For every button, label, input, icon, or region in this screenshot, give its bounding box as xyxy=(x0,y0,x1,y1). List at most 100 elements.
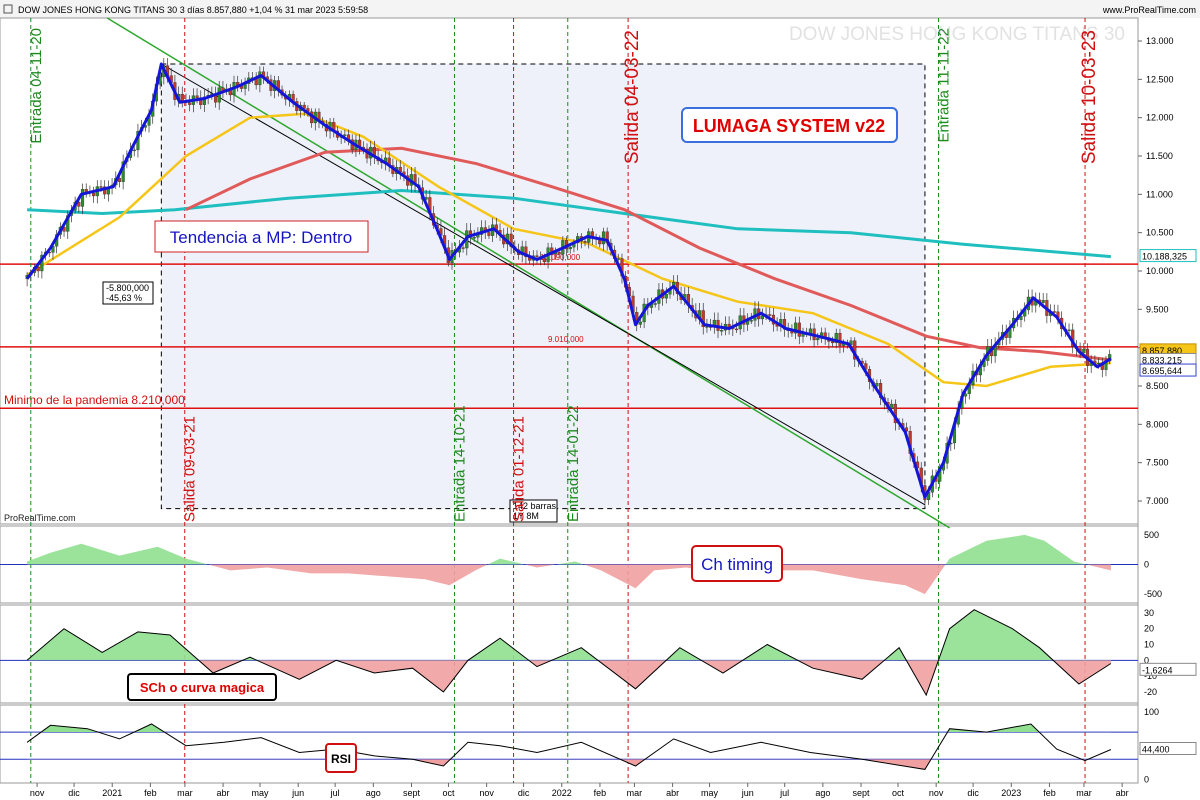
measure-bars: 142 barras xyxy=(513,501,557,511)
x-tick-label: 2023 xyxy=(1001,788,1021,798)
black-trendline xyxy=(161,63,926,506)
rsi-label: RSI xyxy=(331,752,351,766)
candle-body xyxy=(583,241,587,243)
trend-badge xyxy=(154,220,369,253)
candle-body xyxy=(701,310,705,328)
ch-badge xyxy=(691,545,783,582)
candle-body xyxy=(664,293,668,299)
ch-area-negative xyxy=(27,564,1111,595)
trend-label: Tendencia a MP: Dentro xyxy=(170,228,352,247)
signal-label-5: Salida 04-03-22 xyxy=(622,30,643,164)
ma-yellow-line xyxy=(26,112,1111,388)
candle-body xyxy=(768,314,772,316)
price-tick-label: 8.000 xyxy=(1146,419,1169,429)
x-tick-label: nov xyxy=(30,788,45,798)
candle-body xyxy=(749,320,753,322)
level-10090-label: 10.090,000 xyxy=(540,253,581,262)
candle-body xyxy=(92,192,96,197)
candle-body xyxy=(132,149,136,152)
x-tick-label: jul xyxy=(330,788,340,798)
chart-title: DOW JONES HONG KONG TITANS 30 3 días 8.8… xyxy=(18,5,368,15)
sch-tick-label: 30 xyxy=(1144,608,1154,618)
chart-type-icon xyxy=(3,4,13,14)
sch-last-label: -1,6264 xyxy=(1142,665,1173,675)
x-tick-label: may xyxy=(252,788,270,798)
green-trendline xyxy=(106,17,950,529)
rsi-last-label: 44,400 xyxy=(1142,744,1170,754)
price-tick-label: 9.500 xyxy=(1146,304,1169,314)
measure-span: 1Y 8M xyxy=(513,511,539,521)
candle-body xyxy=(653,303,657,305)
x-tick-label: feb xyxy=(144,788,157,798)
candle-body xyxy=(875,383,879,387)
ch-tick-label: 0 xyxy=(1144,560,1149,570)
price-tick-label: 12.500 xyxy=(1146,74,1174,84)
site-url: www.ProRealTime.com xyxy=(1102,5,1196,15)
price-line-blue xyxy=(25,62,1112,499)
ma-cyan-line xyxy=(27,188,1112,259)
x-tick-label: ago xyxy=(366,788,381,798)
candle-body xyxy=(80,189,85,207)
last-price-label: 8.857,880 xyxy=(1142,346,1182,356)
rsi-last-box xyxy=(1139,741,1197,755)
x-tick-label: mar xyxy=(1076,788,1092,798)
price-tick-label: 12.000 xyxy=(1146,113,1174,123)
ch-label: Ch timing xyxy=(701,555,773,574)
signal-label-4: Entrada 14-01-22 xyxy=(565,405,582,522)
rsi-overbought-fill xyxy=(27,724,1111,733)
candle-body xyxy=(760,315,764,320)
x-tick-label: 2022 xyxy=(552,788,572,798)
sch-area-positive xyxy=(27,609,1111,661)
sch-badge xyxy=(127,673,277,701)
signal-label-0: Entrada 04-11-20 xyxy=(28,28,45,144)
measure-pct: -45,63 % xyxy=(106,293,142,303)
system-badge xyxy=(681,107,898,143)
candle-body xyxy=(1067,329,1071,332)
ma1-value-label: 8.833,215 xyxy=(1142,355,1182,365)
candle-body xyxy=(720,330,724,332)
panel-frame-rsi xyxy=(0,704,1139,784)
x-tick-label: ago xyxy=(815,788,830,798)
candle-body xyxy=(816,338,820,341)
price-tick-label: 11.500 xyxy=(1146,151,1173,161)
measure-bars-box xyxy=(509,499,558,523)
candle-body xyxy=(794,322,798,334)
x-tick-label: jun xyxy=(741,788,754,798)
x-tick-label: jul xyxy=(779,788,789,798)
price-tick-label: 13.000 xyxy=(1146,36,1174,46)
cyan-value-label-box xyxy=(1139,249,1197,263)
brand-footer: ProRealTime.com xyxy=(4,513,76,523)
ma-red-line xyxy=(185,146,1112,362)
sch-tick-label: -10 xyxy=(1144,671,1157,681)
candle-body xyxy=(84,189,88,192)
candle-body xyxy=(258,71,262,86)
x-tick-label: sept xyxy=(853,788,871,798)
price-tick-label: 10.000 xyxy=(1146,266,1174,276)
candle-body xyxy=(890,403,894,409)
candle-body xyxy=(542,258,546,263)
candle-body xyxy=(99,186,103,188)
x-tick-label: may xyxy=(701,788,719,798)
price-tick-label: 11.000 xyxy=(1146,189,1173,199)
candle-body xyxy=(838,332,842,346)
candle-body xyxy=(638,321,642,325)
candle-body xyxy=(472,237,476,239)
measure-change-box xyxy=(102,281,154,305)
candle-body xyxy=(834,332,838,344)
candle-body xyxy=(535,255,539,257)
cyan-value-label: 10.188,325 xyxy=(1142,252,1187,262)
pandemic-label: Minimo de la pandemia 8.210,000 xyxy=(4,393,185,407)
x-tick-label: sept xyxy=(403,788,421,798)
sch-last-box xyxy=(1139,662,1197,676)
signal-label-2: Entrada 14-10-21 xyxy=(451,405,468,522)
x-tick-label: feb xyxy=(1043,788,1056,798)
x-tick-label: mar xyxy=(627,788,643,798)
sch-tick-label: -20 xyxy=(1144,687,1157,697)
candle-body xyxy=(1082,348,1086,354)
watermark: DOW JONES HONG KONG TITANS 30 xyxy=(789,24,1125,45)
x-tick-label: oct xyxy=(892,788,905,798)
sch-tick-label: 10 xyxy=(1144,640,1154,650)
candle-body xyxy=(302,104,306,109)
x-tick-label: feb xyxy=(594,788,607,798)
candle-body xyxy=(195,95,199,98)
